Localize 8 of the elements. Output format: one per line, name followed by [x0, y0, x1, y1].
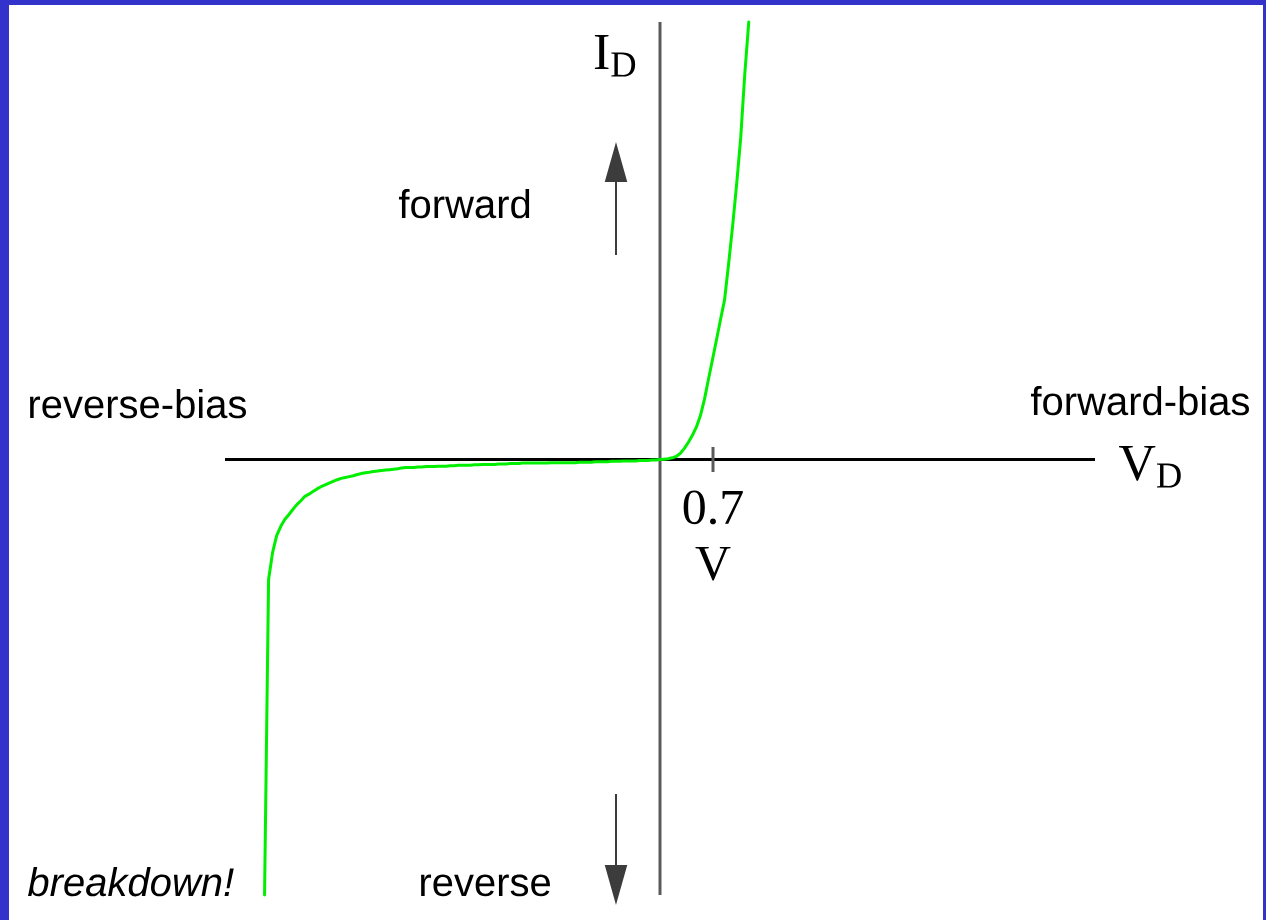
text: V$_{D}$ — [1119, 445, 1181, 488]
text: forward-bias — [1030, 386, 1249, 416]
text: reverse-bias — [30, 389, 246, 419]
text: breakdown! — [27, 867, 234, 897]
y-axis-title: I$_{D}$ — [594, 34, 636, 77]
annotation: forward — [398, 189, 530, 219]
annotation: 0.7 V — [683, 490, 743, 581]
annotation: reverse — [421, 874, 550, 897]
